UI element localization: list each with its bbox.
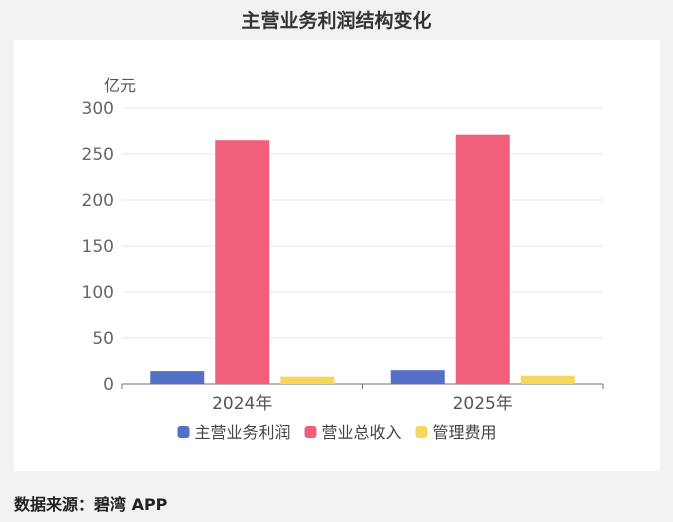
legend-swatch-1 [177, 426, 190, 438]
y-tick-label: 150 [82, 237, 114, 257]
chart-title: 主营业务利润结构变化 [241, 10, 432, 32]
bar-2 [215, 140, 270, 384]
legend-label-2: 营业总收入 [322, 423, 402, 442]
bar-2 [455, 134, 510, 384]
y-tick-label: 50 [92, 329, 114, 349]
x-tick-label: 2025年 [453, 394, 513, 414]
y-tick-label: 200 [82, 191, 114, 211]
x-tick-label: 2024年 [212, 394, 272, 414]
bar-1 [390, 370, 445, 384]
y-tick-label: 300 [82, 99, 114, 119]
y-axis-label: 亿元 [104, 76, 136, 95]
legend-swatch-2 [304, 426, 317, 438]
bar-3 [280, 376, 335, 384]
legend-swatch-3 [415, 426, 428, 438]
bar-3 [520, 375, 575, 384]
chart-card: 0 50 100 150 200 250 300 亿元 2024年 2025年主营业务利润 营业总收… [14, 40, 660, 471]
y-tick-label: 250 [82, 145, 114, 165]
legend-label-1: 主营业务利润 [195, 423, 291, 442]
bar-1 [150, 371, 205, 384]
legend-label-3: 管理费用 [433, 423, 497, 442]
data-source: 数据来源：碧湾 APP [14, 495, 168, 514]
y-tick-label: 100 [82, 283, 114, 303]
y-tick-label: 0 [103, 375, 114, 395]
